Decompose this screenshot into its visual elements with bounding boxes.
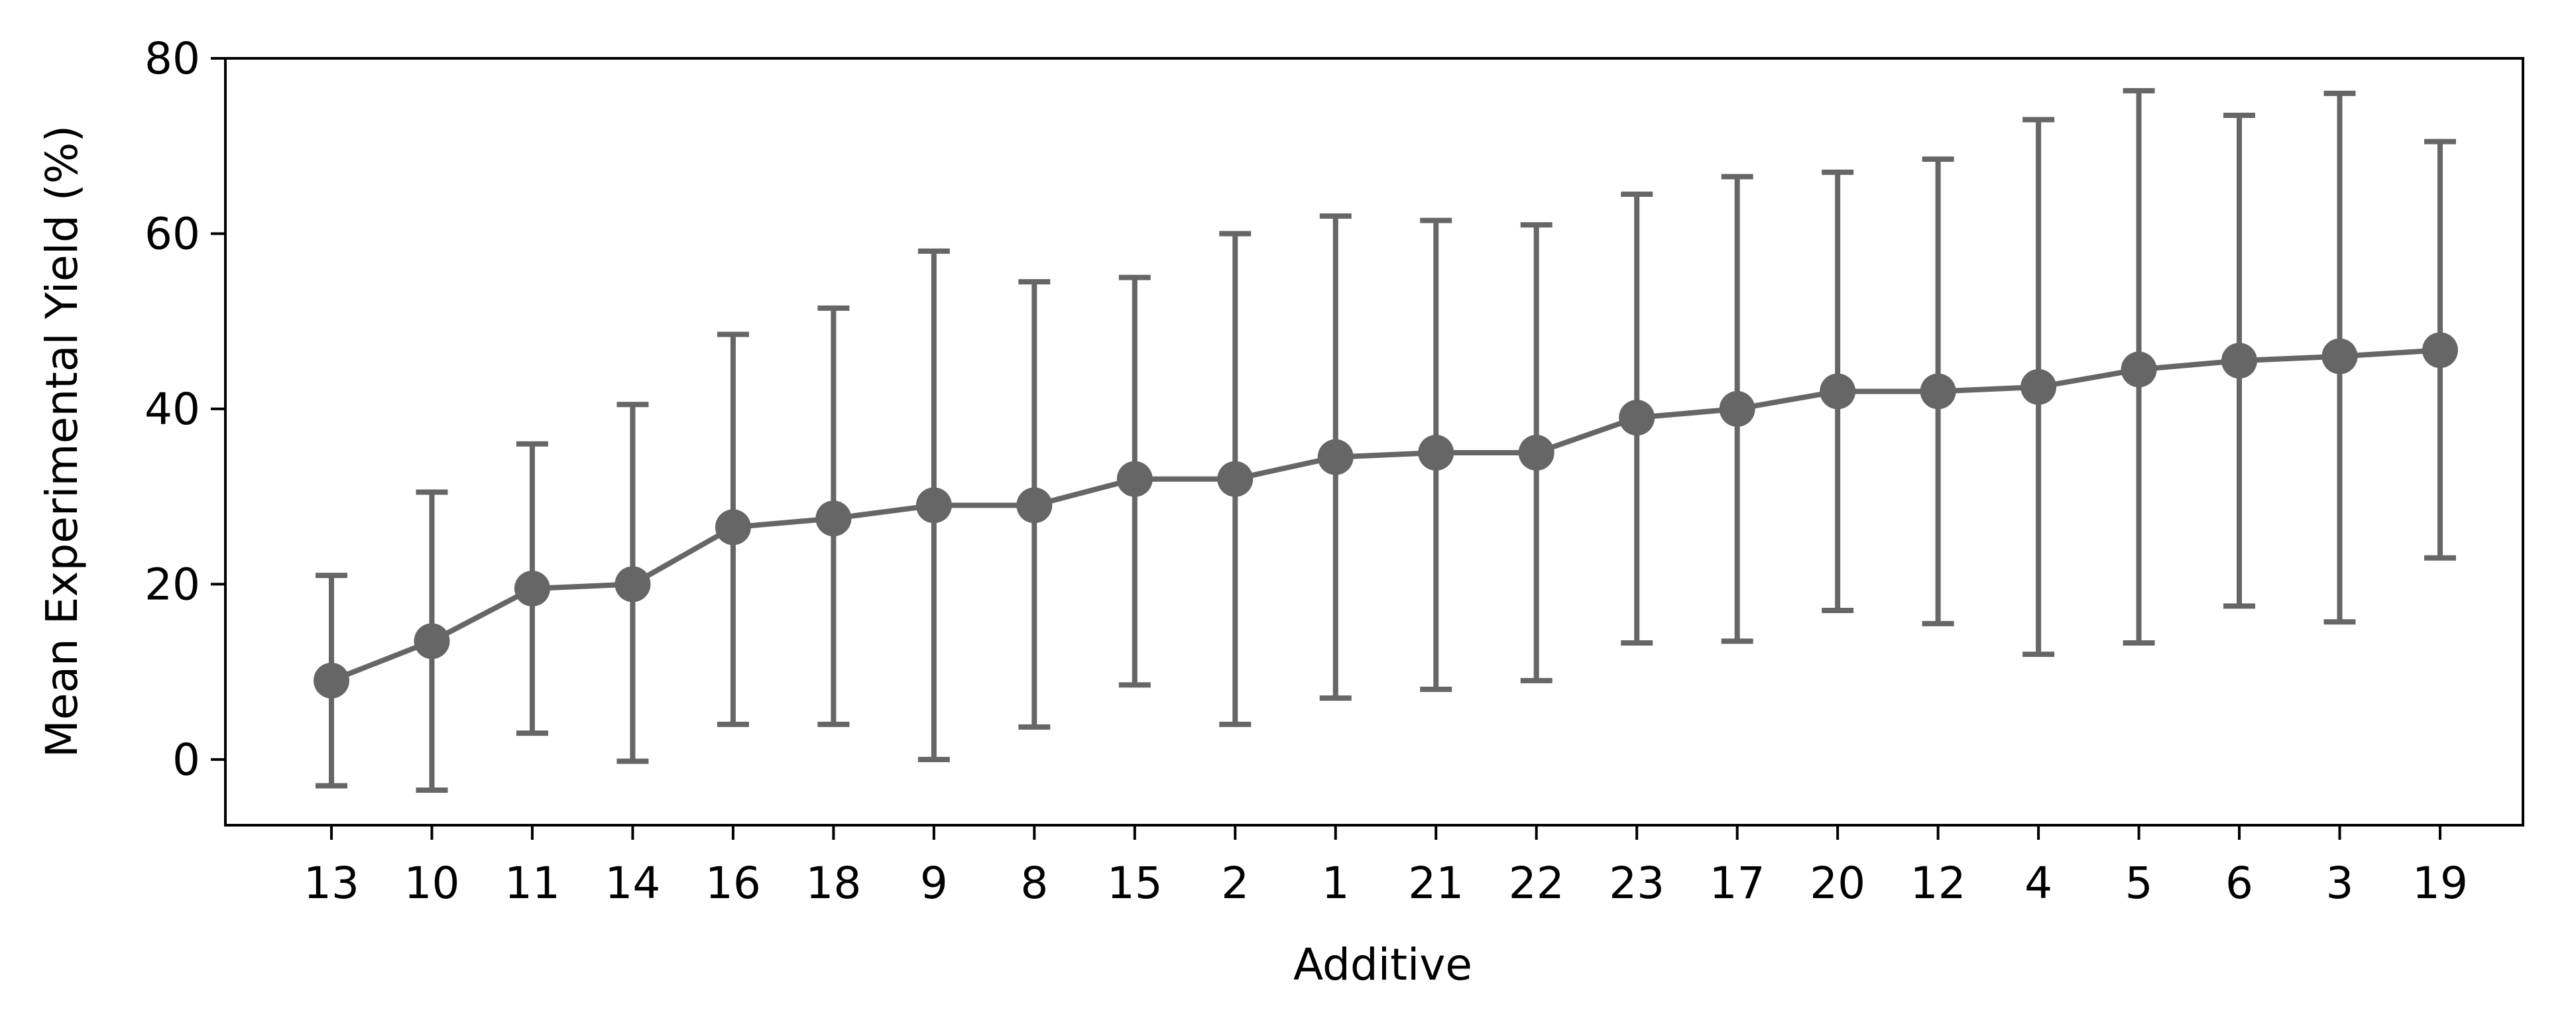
data-point <box>2221 343 2258 379</box>
data-point <box>615 566 651 602</box>
data-point <box>1518 435 1554 471</box>
x-tick-label: 22 <box>1509 858 1564 909</box>
x-tick-label: 4 <box>2024 858 2052 909</box>
y-tick-label: 60 <box>145 208 200 259</box>
data-point <box>414 623 450 659</box>
y-tick-label: 80 <box>145 33 200 84</box>
x-tick-label: 20 <box>1810 858 1865 909</box>
x-tick-label: 12 <box>1910 858 1966 909</box>
x-tick-label: 9 <box>920 858 948 909</box>
data-point <box>1719 390 1755 427</box>
data-point <box>1920 373 1956 410</box>
data-point <box>2121 351 2157 388</box>
data-point <box>1619 400 1655 436</box>
x-tick-label: 21 <box>1408 858 1464 909</box>
x-tick-label: 17 <box>1710 858 1765 909</box>
y-tick-label: 40 <box>145 384 200 435</box>
data-point <box>1217 461 1254 497</box>
y-axis-label: Mean Experimental Yield (%) <box>36 125 88 758</box>
data-point <box>1317 439 1354 475</box>
data-point <box>1820 373 1856 410</box>
x-tick-label: 6 <box>2225 858 2253 909</box>
x-tick-label: 3 <box>2326 858 2354 909</box>
x-tick-label: 23 <box>1609 858 1665 909</box>
y-tick-label: 20 <box>145 559 200 610</box>
data-point <box>1418 435 1454 471</box>
x-tick-label: 5 <box>2125 858 2153 909</box>
x-tick-label: 10 <box>404 858 459 909</box>
plot-area <box>314 87 2458 793</box>
data-point <box>314 662 349 699</box>
y-tick-label: 0 <box>172 734 200 785</box>
data-point <box>1016 487 1053 524</box>
data-point <box>715 509 751 545</box>
data-point <box>2321 338 2358 374</box>
x-tick-label: 2 <box>1221 858 1249 909</box>
data-point <box>2020 369 2057 405</box>
series-line <box>330 347 2441 683</box>
data-point <box>1116 461 1153 497</box>
data-point <box>815 500 852 537</box>
x-tick-label: 15 <box>1107 858 1163 909</box>
y-axis: 0 20 40 60 80 <box>145 33 225 785</box>
data-point <box>915 487 952 524</box>
data-point <box>514 570 550 606</box>
x-tick-label: 16 <box>705 858 761 909</box>
x-tick-label: 14 <box>605 858 660 909</box>
x-tick-label: 19 <box>2412 858 2468 909</box>
data-point <box>2422 332 2458 369</box>
plot-frame <box>224 57 2524 827</box>
x-tick-label: 13 <box>304 858 359 909</box>
x-tick-label: 1 <box>1322 858 1350 909</box>
x-tick-label: 8 <box>1020 858 1048 909</box>
x-axis: 13 10 11 14 16 18 9 8 15 2 1 21 22 23 17 20 12 4 5 6 3 19 <box>304 825 2468 909</box>
x-tick-label: 11 <box>504 858 560 909</box>
x-tick-label: 18 <box>805 858 861 909</box>
x-axis-label: Additive <box>1293 939 1472 990</box>
